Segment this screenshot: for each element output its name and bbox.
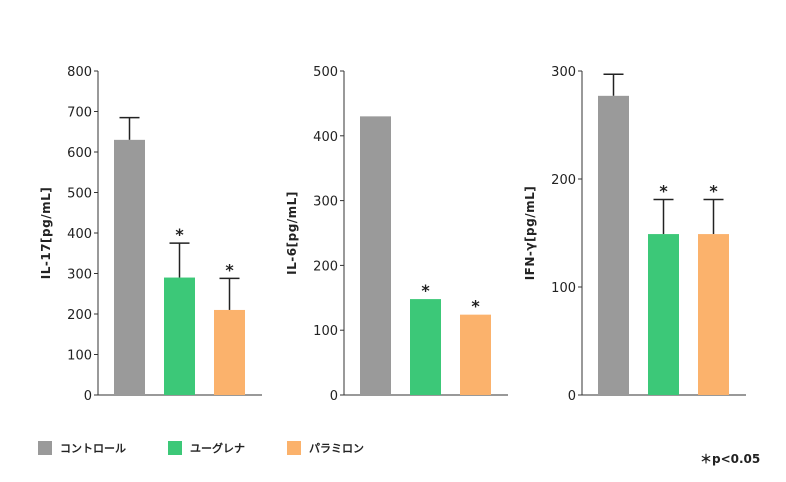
y-tick-label: 500 <box>313 65 338 80</box>
significance-star: * <box>659 182 668 201</box>
bar <box>164 277 195 395</box>
significance-star: * <box>709 182 718 201</box>
bar <box>114 139 145 395</box>
significance-star: * <box>421 281 430 300</box>
y-tick-label: 400 <box>67 227 92 242</box>
bar <box>598 95 629 395</box>
y-tick-label: 300 <box>313 195 338 210</box>
legend-label-paramylon: パラミロン <box>309 442 364 455</box>
y-tick-label: 600 <box>67 146 92 161</box>
significance-star: * <box>471 297 480 316</box>
legend-label-control: コントロール <box>60 442 126 455</box>
y-tick-label: 0 <box>330 389 338 404</box>
significance-note: ＊p<0.05 <box>700 452 761 466</box>
legend-swatch-paramylon <box>287 441 301 455</box>
y-tick-label: 300 <box>551 65 576 80</box>
significance-star: * <box>225 260 234 279</box>
y-axis-label: IL-17[pg/mL] <box>39 187 53 279</box>
y-tick-label: 200 <box>551 173 576 188</box>
legend: コントロール ユーグレナ パラミロン <box>38 440 406 456</box>
y-axis-label: IL-6[pg/mL] <box>285 191 299 275</box>
legend-item-control: コントロール <box>38 440 126 456</box>
y-tick-label: 400 <box>313 130 338 145</box>
y-tick-label: 100 <box>551 281 576 296</box>
y-tick-label: 300 <box>67 268 92 283</box>
y-tick-label: 200 <box>313 259 338 274</box>
bar <box>648 234 679 395</box>
y-axis-label: IFN-γ[pg/mL] <box>523 186 537 281</box>
bar <box>460 314 491 395</box>
legend-swatch-control <box>38 441 52 455</box>
bar <box>410 299 441 395</box>
y-tick-label: 0 <box>84 389 92 404</box>
y-tick-label: 700 <box>67 106 92 121</box>
y-tick-label: 200 <box>67 308 92 323</box>
bar <box>214 309 245 395</box>
legend-item-paramylon: パラミロン <box>287 440 364 456</box>
y-tick-label: 800 <box>67 65 92 80</box>
legend-item-euglena: ユーグレナ <box>168 440 245 456</box>
y-tick-label: 100 <box>313 324 338 339</box>
significance-star: * <box>175 225 184 244</box>
legend-swatch-euglena <box>168 441 182 455</box>
y-tick-label: 500 <box>67 187 92 202</box>
bar <box>360 116 391 396</box>
legend-label-euglena: ユーグレナ <box>190 442 245 455</box>
bar <box>698 234 729 395</box>
y-tick-label: 100 <box>67 349 92 364</box>
y-tick-label: 0 <box>568 389 576 404</box>
